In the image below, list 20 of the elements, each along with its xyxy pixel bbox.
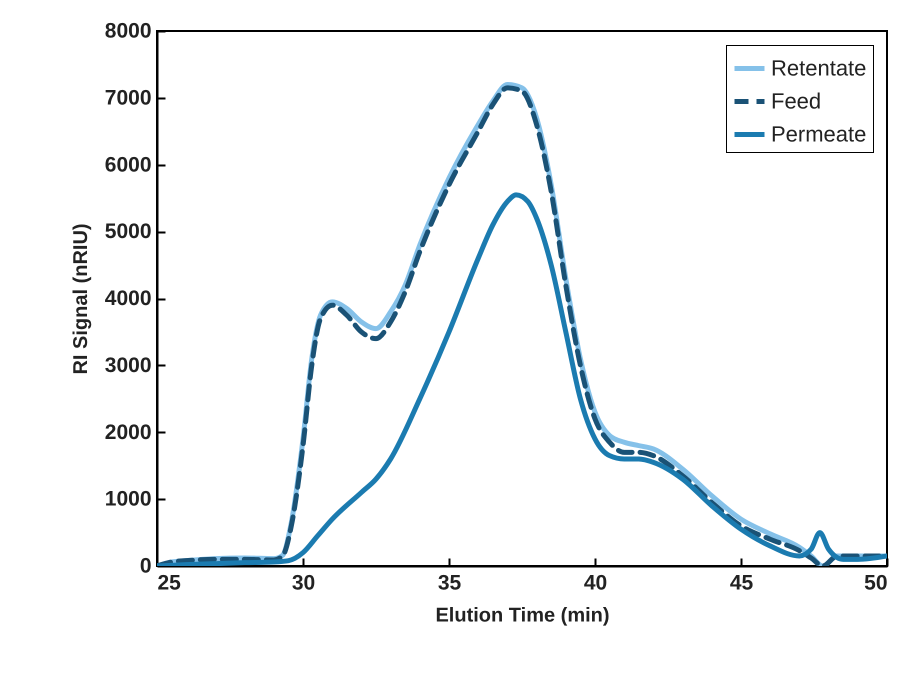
x-tick-label: 35 — [438, 572, 462, 594]
legend-label: Permeate — [771, 122, 866, 146]
legend-label: Feed — [771, 88, 822, 114]
x-axis-title: Elution Time (min) — [435, 604, 610, 626]
y-tick-label: 2000 — [104, 420, 152, 444]
legend-label: Retentate — [771, 56, 866, 80]
y-tick-label: 0 — [140, 554, 152, 578]
x-tick-label: 45 — [730, 572, 754, 594]
x-tick-label: 30 — [292, 572, 316, 594]
y-tick-label: 4000 — [104, 287, 152, 310]
y-axis-title: RI Signal (nRIU) — [70, 223, 92, 375]
y-tick-label: 6000 — [104, 153, 152, 176]
y-tick-label: 1000 — [104, 488, 152, 511]
y-tick-label: 5000 — [104, 220, 152, 244]
x-tick-label: 50 — [864, 572, 888, 594]
y-tick-label: 3000 — [104, 354, 152, 377]
x-tick-label: 40 — [584, 572, 608, 594]
y-tick-label: 8000 — [104, 20, 152, 42]
y-tick-label: 7000 — [104, 86, 152, 110]
x-tick-label: 25 — [158, 572, 182, 594]
